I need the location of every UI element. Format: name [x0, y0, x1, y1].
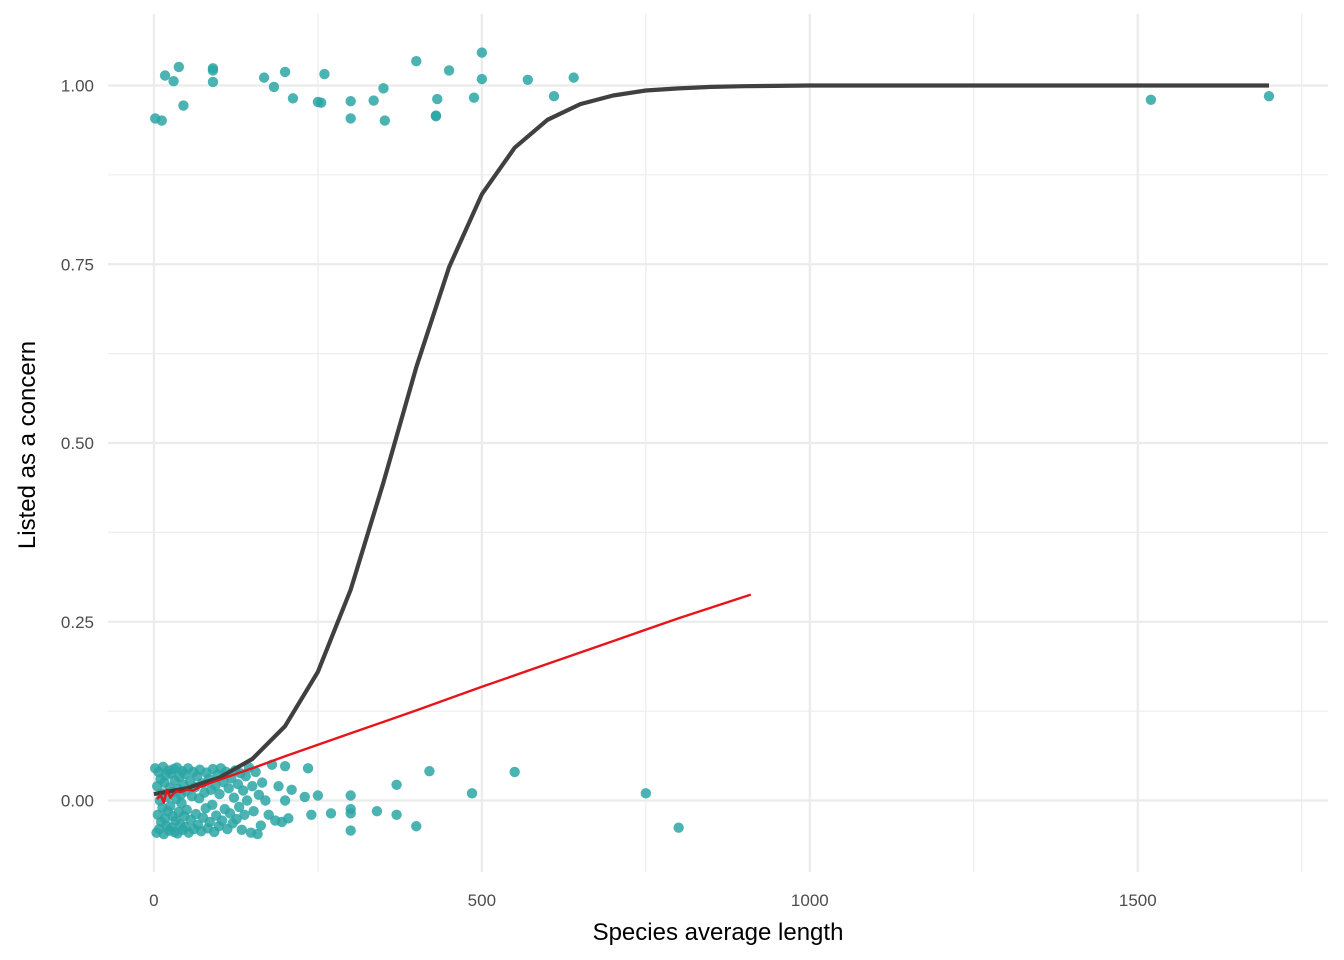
- data-point: [214, 788, 225, 800]
- data-point: [204, 816, 215, 828]
- data-point: [411, 55, 422, 67]
- x-tick-label: 500: [468, 891, 496, 910]
- data-point: [216, 815, 228, 826]
- data-point: [236, 824, 248, 836]
- data-point: [279, 760, 291, 772]
- data-point: [368, 95, 379, 106]
- data-point: [286, 784, 297, 795]
- data-point: [424, 765, 435, 777]
- data-point: [302, 763, 314, 774]
- x-axis-title: Species average length: [593, 919, 844, 946]
- data-point: [287, 93, 299, 104]
- fit-lines: [153, 83, 1269, 804]
- x-tick-label: 1500: [1119, 891, 1157, 910]
- data-point: [411, 821, 422, 832]
- data-point: [1263, 91, 1275, 102]
- data-point: [207, 799, 218, 810]
- data-point: [378, 83, 389, 94]
- data-point: [283, 813, 294, 824]
- data-point: [268, 81, 280, 93]
- data-point: [240, 770, 251, 782]
- data-point: [260, 795, 271, 806]
- data-point: [306, 809, 317, 820]
- data-point: [371, 806, 383, 817]
- data-point: [568, 72, 579, 83]
- data-point: [345, 113, 356, 124]
- linear-fit-line: [156, 593, 752, 804]
- data-point: [443, 65, 455, 76]
- data-point: [239, 809, 250, 820]
- data-point: [241, 795, 253, 806]
- y-tick-label: 0.00: [61, 792, 94, 811]
- data-point: [391, 779, 402, 790]
- data-point: [432, 93, 443, 105]
- data-point: [173, 61, 185, 73]
- data-point: [312, 790, 324, 801]
- data-point: [248, 806, 259, 817]
- data-point: [228, 792, 240, 803]
- data-point: [509, 766, 520, 778]
- data-point: [273, 781, 284, 792]
- data-point: [237, 785, 249, 796]
- y-tick-label: 0.50: [61, 434, 94, 453]
- data-point: [476, 47, 488, 58]
- data-point: [468, 92, 480, 103]
- data-point: [345, 96, 356, 107]
- y-axis-title: Listed as a concern: [14, 341, 41, 549]
- data-point: [522, 74, 533, 85]
- data-point: [258, 72, 270, 83]
- x-tick-label: 1000: [791, 891, 829, 910]
- data-point: [181, 804, 192, 815]
- data-point: [466, 788, 478, 799]
- data-point: [223, 783, 234, 794]
- x-tick-labels: 0 500 1000 1500: [149, 891, 1157, 910]
- data-point: [345, 790, 356, 801]
- y-tick-labels: 0.00 0.25 0.50 0.75 1.00: [61, 77, 94, 811]
- data-point: [299, 791, 310, 803]
- data-point: [207, 65, 219, 76]
- data-point: [319, 68, 330, 80]
- data-point: [178, 100, 189, 111]
- data-point: [279, 66, 291, 78]
- y-tick-label: 0.75: [61, 255, 94, 274]
- data-point: [252, 828, 263, 840]
- data-point: [231, 813, 242, 825]
- data-point: [159, 70, 171, 81]
- data-point: [256, 777, 268, 788]
- data-point: [247, 781, 258, 792]
- data-point: [233, 801, 245, 813]
- data-point: [207, 76, 219, 88]
- y-tick-label: 1.00: [61, 77, 94, 96]
- data-point: [315, 97, 327, 108]
- data-point: [673, 822, 684, 833]
- y-tick-label: 0.25: [61, 613, 94, 632]
- logistic-curve: [153, 83, 1269, 797]
- data-point: [168, 76, 179, 87]
- data-point: [255, 820, 267, 831]
- data-point: [1145, 94, 1157, 106]
- data-point: [391, 809, 402, 820]
- grid: [108, 14, 1328, 872]
- data-point: [476, 73, 488, 85]
- data-point: [156, 115, 167, 126]
- data-point: [430, 111, 442, 122]
- data-point: [345, 825, 356, 836]
- x-tick-label: 0: [149, 891, 158, 910]
- data-point: [165, 801, 176, 812]
- data-point: [325, 808, 337, 819]
- data-point: [548, 91, 560, 102]
- data-point: [640, 788, 652, 799]
- data-point: [379, 115, 390, 126]
- data-point: [345, 808, 356, 819]
- data-point: [279, 795, 291, 806]
